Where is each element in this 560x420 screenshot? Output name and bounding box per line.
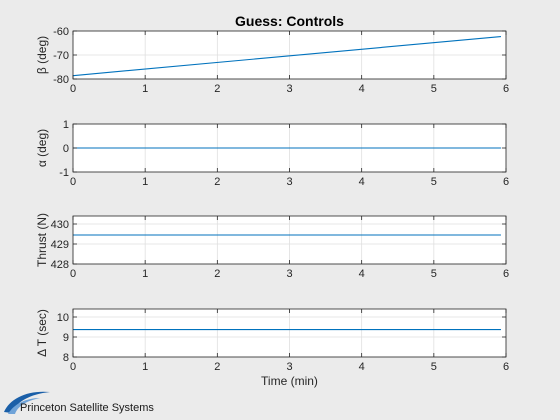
x-tick-label: 3 — [286, 176, 292, 188]
y-tick-label: -80 — [53, 74, 69, 86]
y-tick-label: 0 — [63, 143, 69, 155]
y-tick-label: -70 — [53, 50, 69, 62]
y-axis-label: α (deg) — [35, 129, 49, 167]
x-tick-label: 6 — [503, 361, 509, 373]
subplots: 0 1 2 3 4 5 6 -80 -70 -60 β (deg) Guess: Controls 0 1… — [35, 13, 509, 388]
swoosh-icon — [4, 391, 50, 413]
x-tick-label: 3 — [286, 268, 292, 280]
y-tick-label: 430 — [51, 219, 69, 231]
x-tick-label: 0 — [70, 268, 76, 280]
x-tick-label: 6 — [503, 176, 509, 188]
x-tick-label: 2 — [214, 361, 220, 373]
x-tick-label: 4 — [359, 176, 365, 188]
subplot-4: 0 1 2 3 4 5 6 8 9 10 Δ T (sec) Time (min) — [35, 308, 509, 388]
x-tick-label: 6 — [503, 268, 509, 280]
princeton-logo: Princeton Satellite Systems — [4, 391, 154, 414]
subplot-1: 0 1 2 3 4 5 6 -80 -70 -60 β (deg) Guess: Controls — [35, 13, 509, 95]
x-tick-label: 4 — [359, 268, 365, 280]
x-tick-label: 5 — [431, 361, 437, 373]
x-tick-label: 1 — [142, 83, 148, 95]
swoosh-icon-secondary — [8, 398, 40, 414]
x-tick-label: 3 — [286, 361, 292, 373]
y-tick-label: -1 — [59, 167, 69, 179]
y-tick-label: 9 — [63, 332, 69, 344]
logo-text: Princeton Satellite Systems — [20, 402, 154, 414]
x-tick-label: 0 — [70, 83, 76, 95]
series-line-1 — [72, 35, 501, 77]
y-tick-label: 8 — [63, 352, 69, 364]
x-tick-label: 0 — [70, 361, 76, 373]
y-axis-label: β (deg) — [35, 36, 49, 74]
x-tick-label: 1 — [142, 268, 148, 280]
x-tick-label: 3 — [286, 83, 292, 95]
y-axis-label: Thrust (N) — [35, 213, 49, 267]
x-tick-label: 1 — [142, 361, 148, 373]
y-tick-label: 428 — [51, 259, 69, 271]
x-tick-label: 4 — [359, 361, 365, 373]
y-axis-label: Δ T (sec) — [35, 309, 49, 357]
y-tick-label: -60 — [53, 26, 69, 38]
x-tick-label: 6 — [503, 83, 509, 95]
y-tick-label: 1 — [63, 119, 69, 131]
chart-title: Guess: Controls — [235, 13, 344, 29]
x-tick-label: 5 — [431, 268, 437, 280]
x-tick-label: 5 — [431, 83, 437, 95]
x-tick-label: 0 — [70, 176, 76, 188]
x-tick-label: 1 — [142, 176, 148, 188]
y-tick-label: 10 — [57, 312, 69, 324]
x-tick-label: 2 — [214, 268, 220, 280]
x-tick-label: 2 — [214, 83, 220, 95]
y-tick-label: 429 — [51, 239, 69, 251]
x-tick-label: 5 — [431, 176, 437, 188]
x-axis-label: Time (min) — [261, 374, 318, 388]
x-tick-label: 2 — [214, 176, 220, 188]
x-tick-label: 4 — [359, 83, 365, 95]
